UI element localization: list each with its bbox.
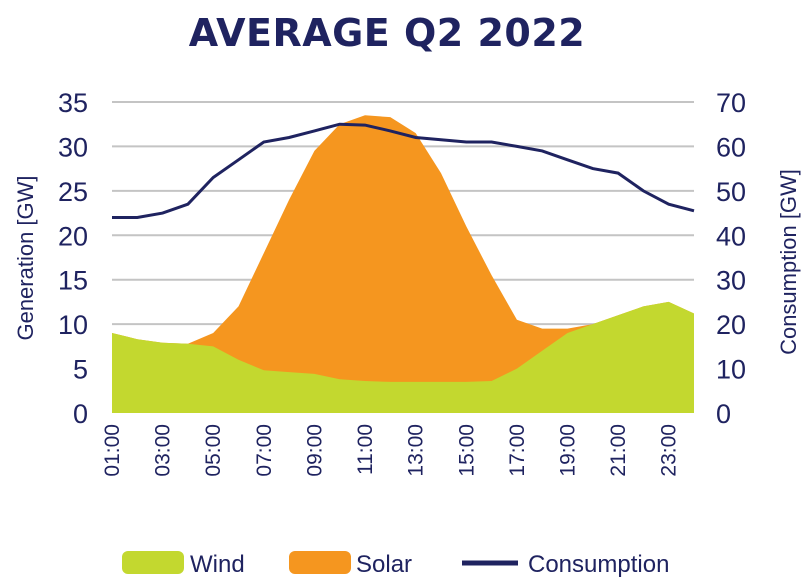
x-tick-label: 13:00: [405, 424, 428, 477]
right-axis-ticks: 0 10 20 30 40 50 60 70: [716, 88, 746, 429]
right-tick-label: 70: [716, 88, 746, 118]
x-tick-label: 21:00: [607, 424, 630, 477]
left-tick-label: 35: [58, 88, 88, 118]
plot-areas: [112, 115, 695, 414]
chart-title: AVERAGE Q2 2022: [189, 11, 585, 55]
right-tick-label: 0: [716, 399, 731, 429]
x-tick-label: 15:00: [455, 424, 478, 477]
legend-swatch-wind: [122, 551, 184, 574]
left-axis-ticks: 0 5 10 15 20 25 30 35: [58, 88, 88, 429]
left-tick-label: 20: [58, 221, 88, 251]
left-tick-label: 5: [73, 355, 88, 385]
legend-label-consumption: Consumption: [528, 551, 669, 578]
left-tick-label: 10: [58, 310, 88, 340]
x-tick-label: 09:00: [303, 424, 326, 477]
x-tick-label: 19:00: [557, 424, 580, 477]
x-tick-label: 07:00: [253, 424, 276, 477]
consumption-line: [112, 122, 695, 219]
x-tick-label: 01:00: [101, 424, 124, 477]
left-tick-label: 0: [73, 399, 88, 429]
right-axis-label: Consumption [GW]: [776, 169, 801, 355]
x-tick-label: 03:00: [152, 424, 175, 477]
right-tick-label: 50: [716, 177, 746, 207]
legend-label-solar: Solar: [356, 551, 412, 578]
left-tick-label: 30: [58, 132, 88, 162]
x-axis-ticks: 01:00 03:00 05:00 07:00 09:00 11:00 13:00 15:00…: [101, 424, 681, 477]
right-tick-label: 60: [716, 132, 746, 162]
wind-area: [112, 301, 694, 413]
right-tick-label: 40: [716, 221, 746, 251]
x-tick-label: 11:00: [354, 424, 377, 475]
left-tick-label: 25: [58, 177, 88, 207]
legend-label-wind: Wind: [190, 551, 245, 578]
left-axis-label: Generation [GW]: [13, 175, 38, 340]
right-tick-label: 20: [716, 310, 746, 340]
solar-area: [112, 115, 694, 414]
x-tick-label: 23:00: [658, 424, 681, 477]
x-tick-label: 05:00: [202, 424, 225, 477]
x-tick-label: 17:00: [506, 424, 529, 477]
right-tick-label: 30: [716, 266, 746, 296]
right-tick-label: 10: [716, 355, 746, 385]
legend-swatch-solar: [289, 551, 351, 574]
legend: Wind Solar Consumption: [122, 551, 669, 578]
left-tick-label: 15: [58, 266, 88, 296]
